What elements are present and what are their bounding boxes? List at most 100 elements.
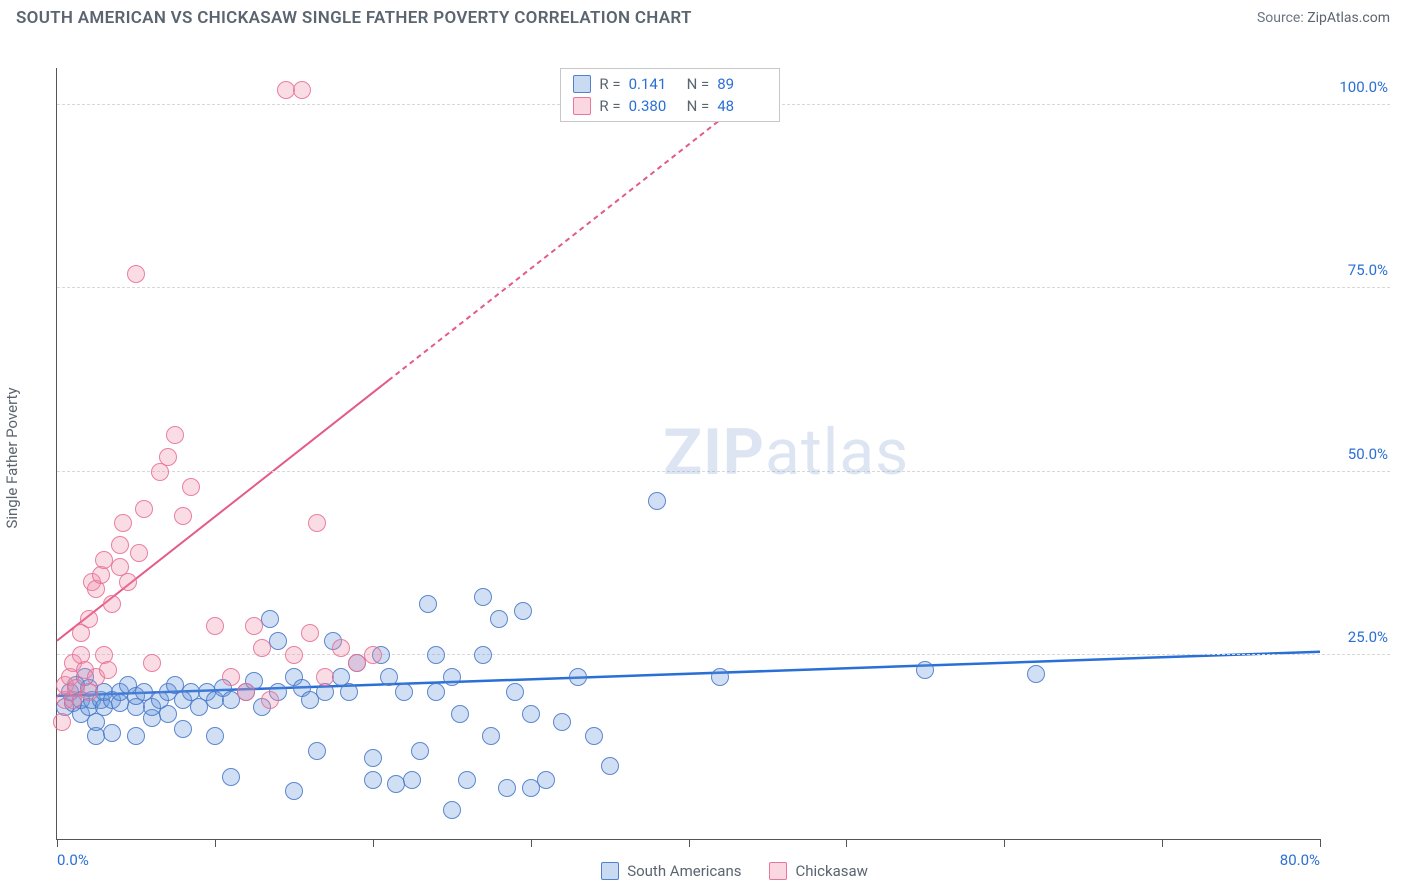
swatch-blue	[601, 862, 619, 880]
x-tick	[531, 839, 532, 847]
data-point	[490, 610, 508, 628]
data-point	[443, 668, 461, 686]
x-tick	[1004, 839, 1005, 847]
data-point	[514, 602, 532, 620]
data-point	[332, 639, 350, 657]
watermark: ZIPatlas	[663, 415, 909, 490]
data-point	[411, 742, 429, 760]
data-point	[601, 757, 619, 775]
data-point	[364, 646, 382, 664]
data-point	[506, 683, 524, 701]
data-point	[301, 624, 319, 642]
data-point	[159, 705, 177, 723]
chart-container: Single Father Poverty ZIPatlas 25.0%50.0…	[30, 40, 1390, 876]
data-point	[222, 668, 240, 686]
stat-r-label: R =	[599, 75, 620, 93]
source-value: ZipAtlas.com	[1307, 10, 1390, 26]
data-point	[285, 782, 303, 800]
data-point	[340, 683, 358, 701]
data-point	[308, 742, 326, 760]
data-point	[237, 683, 255, 701]
data-point	[261, 610, 279, 628]
trend-lines	[57, 68, 1320, 839]
legend-item-blue: South Americans	[601, 862, 741, 880]
data-point	[711, 668, 729, 686]
stat-n-label: N =	[687, 97, 710, 115]
data-point	[569, 668, 587, 686]
x-tick-label: 80.0%	[1280, 851, 1320, 869]
y-axis-label: Single Father Poverty	[3, 387, 21, 528]
data-point	[127, 727, 145, 745]
x-tick	[1162, 839, 1163, 847]
x-tick	[373, 839, 374, 847]
stat-r-label: R =	[599, 97, 620, 115]
data-point	[474, 646, 492, 664]
data-point	[308, 514, 326, 532]
data-point	[364, 771, 382, 789]
data-point	[245, 617, 263, 635]
source-attribution: Source: ZipAtlas.com	[1257, 10, 1390, 26]
data-point	[53, 713, 71, 731]
data-point	[316, 668, 334, 686]
data-point	[174, 507, 192, 525]
data-point	[293, 81, 311, 99]
data-point	[261, 691, 279, 709]
data-point	[1027, 665, 1045, 683]
data-point	[380, 668, 398, 686]
data-point	[585, 727, 603, 745]
data-point	[285, 646, 303, 664]
data-point	[80, 610, 98, 628]
data-point	[135, 500, 153, 518]
data-point	[451, 705, 469, 723]
data-point	[103, 724, 121, 742]
data-point	[99, 661, 117, 679]
stat-n-pink: 48	[717, 97, 767, 115]
data-point	[166, 426, 184, 444]
data-point	[111, 536, 129, 554]
stat-n-blue: 89	[717, 75, 767, 93]
data-point	[103, 595, 121, 613]
legend-label-blue: South Americans	[627, 862, 741, 880]
y-tick-label: 100.0%	[1328, 78, 1388, 96]
data-point	[222, 768, 240, 786]
data-point	[427, 646, 445, 664]
data-point	[159, 448, 177, 466]
chart-header: SOUTH AMERICAN VS CHICKASAW SINGLE FATHE…	[0, 0, 1406, 32]
data-point	[427, 683, 445, 701]
data-point	[458, 771, 476, 789]
data-point	[553, 713, 571, 731]
data-point	[364, 749, 382, 767]
x-tick	[57, 839, 58, 847]
data-point	[143, 654, 161, 672]
gridline	[57, 287, 1390, 288]
data-point	[474, 588, 492, 606]
data-point	[253, 639, 271, 657]
chart-title: SOUTH AMERICAN VS CHICKASAW SINGLE FATHE…	[16, 8, 692, 28]
data-point	[443, 801, 461, 819]
data-point	[130, 544, 148, 562]
stat-n-label: N =	[687, 75, 710, 93]
gridline	[57, 471, 1390, 472]
data-point	[174, 720, 192, 738]
data-point	[206, 727, 224, 745]
data-point	[127, 265, 145, 283]
data-point	[419, 595, 437, 613]
data-point	[482, 727, 500, 745]
stat-r-blue: 0.141	[629, 75, 679, 93]
swatch-blue	[573, 75, 591, 93]
data-point	[522, 705, 540, 723]
data-point	[537, 771, 555, 789]
data-point	[119, 573, 137, 591]
y-tick-label: 50.0%	[1328, 445, 1388, 463]
y-tick-label: 75.0%	[1328, 261, 1388, 279]
legend-label-pink: Chickasaw	[795, 862, 867, 880]
swatch-pink	[573, 97, 591, 115]
legend-series: South Americans Chickasaw	[601, 862, 868, 880]
data-point	[182, 478, 200, 496]
data-point	[269, 632, 287, 650]
data-point	[114, 514, 132, 532]
legend-item-pink: Chickasaw	[769, 862, 867, 880]
swatch-pink	[769, 862, 787, 880]
legend-row-pink: R = 0.380 N = 48	[573, 95, 767, 117]
legend-row-blue: R = 0.141 N = 89	[573, 73, 767, 95]
